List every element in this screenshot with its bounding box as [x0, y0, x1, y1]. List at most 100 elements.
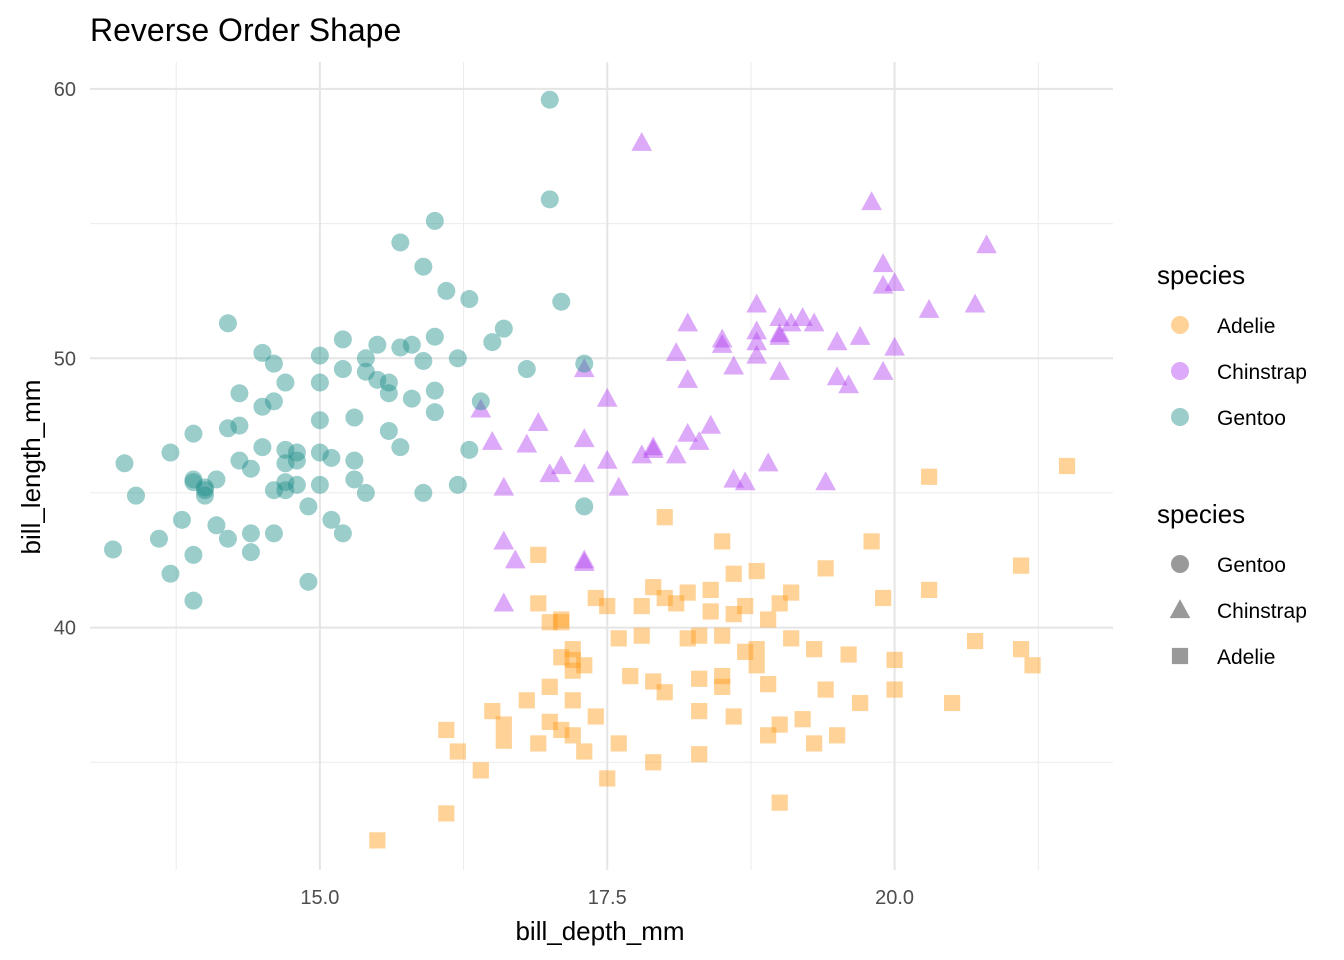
adelie-point — [484, 702, 501, 720]
chinstrap-point — [872, 253, 894, 273]
gentoo-point — [575, 497, 594, 516]
chinstrap-point — [688, 430, 710, 450]
chinstrap-point — [884, 336, 905, 356]
adelie-point — [679, 630, 696, 647]
gentoo-point — [391, 233, 410, 252]
adelie-point — [472, 762, 489, 779]
adelie-point — [748, 562, 765, 580]
gentoo-point — [218, 529, 237, 548]
adelie-point — [829, 727, 846, 744]
adelie-point — [610, 735, 627, 752]
gentoo-point — [230, 451, 249, 470]
gentoo-point — [184, 591, 203, 610]
adelie-point — [587, 589, 604, 607]
legend-shape-key-chinstrap — [1169, 599, 1191, 619]
gentoo-point — [195, 481, 214, 500]
adelie-point — [1012, 557, 1030, 574]
chinstrap-point — [493, 476, 515, 496]
chinstrap-point — [746, 344, 768, 364]
color-legend-title: species — [1157, 260, 1245, 290]
adelie-point — [553, 614, 570, 631]
chinstrap-point — [665, 444, 687, 464]
adelie-point — [656, 684, 673, 701]
adelie-point — [541, 713, 558, 730]
adelie-point — [495, 716, 512, 733]
chinstrap-point — [631, 444, 653, 464]
chinstrap-point — [826, 366, 848, 386]
gentoo-point — [333, 360, 352, 379]
chinstrap-point — [573, 463, 595, 483]
gentoo-point — [310, 411, 329, 430]
gentoo-point — [287, 475, 306, 494]
gentoo-point — [184, 545, 203, 564]
gentoo-point — [230, 384, 249, 403]
chinstrap-point — [746, 331, 768, 351]
adelie-point — [852, 694, 869, 712]
adelie-point — [587, 708, 604, 725]
chinstrap-point — [872, 274, 894, 294]
chinstrap-point — [642, 439, 664, 458]
chinstrap-point — [792, 307, 814, 326]
adelie-point — [645, 579, 662, 596]
adelie-point — [817, 560, 834, 577]
adelie-point — [702, 603, 719, 620]
adelie-point — [760, 676, 777, 693]
gentoo-point — [103, 540, 122, 559]
chinstrap-point — [711, 334, 733, 353]
chart-title: Reverse Order Shape — [90, 12, 401, 48]
adelie-point — [817, 681, 834, 698]
chinstrap-point — [803, 312, 825, 332]
adelie-point — [920, 581, 938, 598]
adelie-point — [725, 606, 742, 623]
adelie-point — [863, 533, 880, 550]
y-tick-labels: 40 50 60 — [54, 79, 76, 640]
legend-shape-label-chinstrap: Chinstrap — [1217, 600, 1307, 623]
gentoo-point — [345, 408, 364, 427]
gentoo-point — [402, 335, 421, 354]
gentoo-point — [322, 510, 341, 529]
gentoo-point — [540, 90, 559, 109]
gentoo-point — [425, 403, 444, 422]
adelie-point — [783, 630, 800, 647]
adelie-point — [576, 657, 593, 674]
chinstrap-point — [677, 422, 699, 442]
gentoo-point — [379, 373, 398, 392]
adelie-point — [760, 611, 777, 628]
gentoo-point — [575, 354, 594, 373]
gentoo-point — [115, 454, 134, 473]
chinstrap-point — [493, 530, 515, 550]
gentoo-point — [264, 481, 283, 500]
gentoo-point — [310, 443, 329, 462]
adelie-point — [1024, 657, 1041, 674]
chinstrap-point — [573, 552, 595, 572]
gentoo-point — [276, 454, 295, 473]
adelie-point — [576, 743, 593, 760]
adelie-point — [438, 805, 455, 822]
adelie-point — [691, 702, 708, 720]
chinstrap-point — [504, 549, 526, 569]
chinstrap-point — [527, 412, 549, 432]
gentoo-point — [218, 419, 237, 438]
gentoo-point — [356, 362, 375, 381]
gentoo-point — [425, 211, 444, 230]
adelie-point — [449, 743, 466, 760]
gentoo-point — [460, 290, 479, 309]
chinstrap-point — [631, 132, 653, 151]
chinstrap-point — [826, 331, 848, 351]
adelie-point — [886, 651, 903, 669]
gentoo-point — [218, 314, 237, 333]
gentoo-point — [184, 470, 203, 489]
gentoo-point — [368, 335, 387, 354]
adelie-point — [679, 584, 696, 601]
gentoo-point — [322, 448, 341, 467]
adelie-point — [633, 597, 650, 615]
chinstrap-point — [550, 455, 572, 475]
adelie-point — [541, 614, 558, 631]
adelie-point — [714, 627, 731, 644]
gentoo-point — [299, 572, 318, 591]
chinstrap-point — [769, 323, 791, 343]
adelie-point — [553, 611, 570, 628]
gentoo-point — [172, 510, 191, 529]
chinstrap-point — [539, 463, 561, 483]
legend-shape-label-adelie: Adelie — [1217, 646, 1275, 669]
